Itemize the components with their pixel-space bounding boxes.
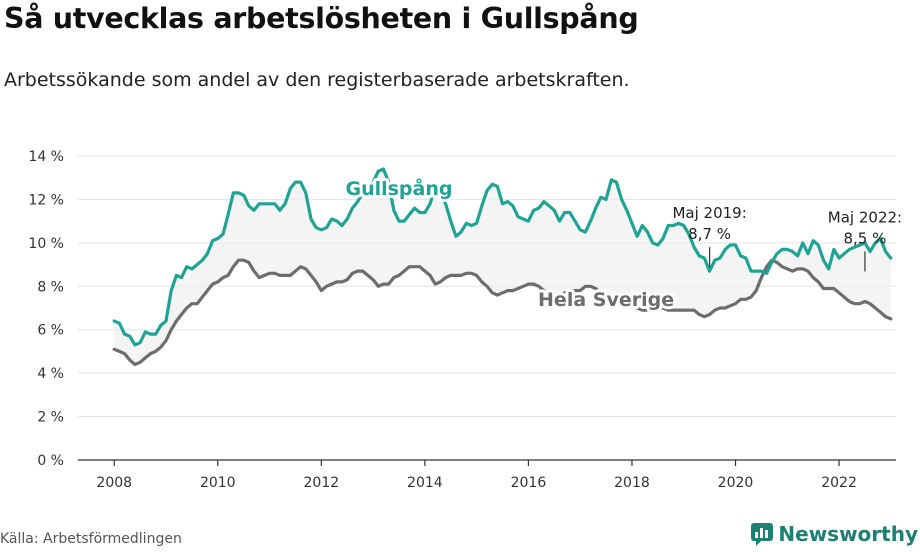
x-tick-label: 2020 bbox=[718, 475, 754, 491]
x-tick-label: 2014 bbox=[407, 475, 443, 491]
y-tick-label: 4 % bbox=[37, 366, 64, 382]
x-tick-label: 2016 bbox=[511, 475, 547, 491]
series-line-gullspang bbox=[112, 167, 893, 347]
series-lines bbox=[112, 167, 893, 367]
y-tick-label: 2 % bbox=[37, 410, 64, 426]
annotations: Maj 2019: 8,7 % Maj 2022: 8,5 % bbox=[672, 204, 902, 272]
x-tick-label: 2018 bbox=[614, 475, 650, 491]
annotation-label: Maj 2019: bbox=[672, 204, 746, 222]
source-note: Källa: Arbetsförmedlingen bbox=[0, 531, 182, 547]
series-label: Gullspång bbox=[345, 176, 452, 200]
brand-logo[interactable]: Newsworthy bbox=[750, 522, 918, 546]
chart-title: Så utvecklas arbetslösheten i Gullspång bbox=[4, 2, 639, 35]
annotation-label: Maj 2022: bbox=[828, 208, 902, 226]
y-tick-label: 0 % bbox=[37, 453, 64, 469]
x-tick-label: 2010 bbox=[200, 475, 236, 491]
axes: 0 % 2 % 4 % 6 % 8 % 10 % 12 % 14 % 2008 2010 2012 2… bbox=[28, 149, 896, 491]
annotation-value: 8,7 % bbox=[688, 225, 731, 243]
x-tick-label: 2012 bbox=[304, 475, 340, 491]
y-tick-label: 8 % bbox=[37, 279, 64, 295]
difference-band bbox=[114, 169, 891, 365]
brand-name: Newsworthy bbox=[778, 522, 918, 546]
series-label-halo: Gullspång bbox=[345, 176, 452, 200]
series-label-halo: Hela Sverige bbox=[538, 289, 674, 311]
series-line-hela-sverige bbox=[112, 258, 893, 367]
y-tick-label: 10 % bbox=[28, 236, 64, 252]
x-tick-label: 2022 bbox=[821, 475, 857, 491]
y-tick-label: 12 % bbox=[28, 192, 64, 208]
x-tick-label: 2008 bbox=[96, 475, 132, 491]
y-tick-label: 6 % bbox=[37, 323, 64, 339]
band-area bbox=[114, 169, 891, 365]
y-tick-label: 14 % bbox=[28, 149, 64, 165]
newsworthy-logo-icon bbox=[751, 523, 774, 546]
annotation-value: 8,5 % bbox=[843, 229, 886, 247]
series-label: Hela Sverige bbox=[538, 289, 674, 311]
chart-subtitle: Arbetssökande som andel av den registerb… bbox=[4, 69, 630, 91]
